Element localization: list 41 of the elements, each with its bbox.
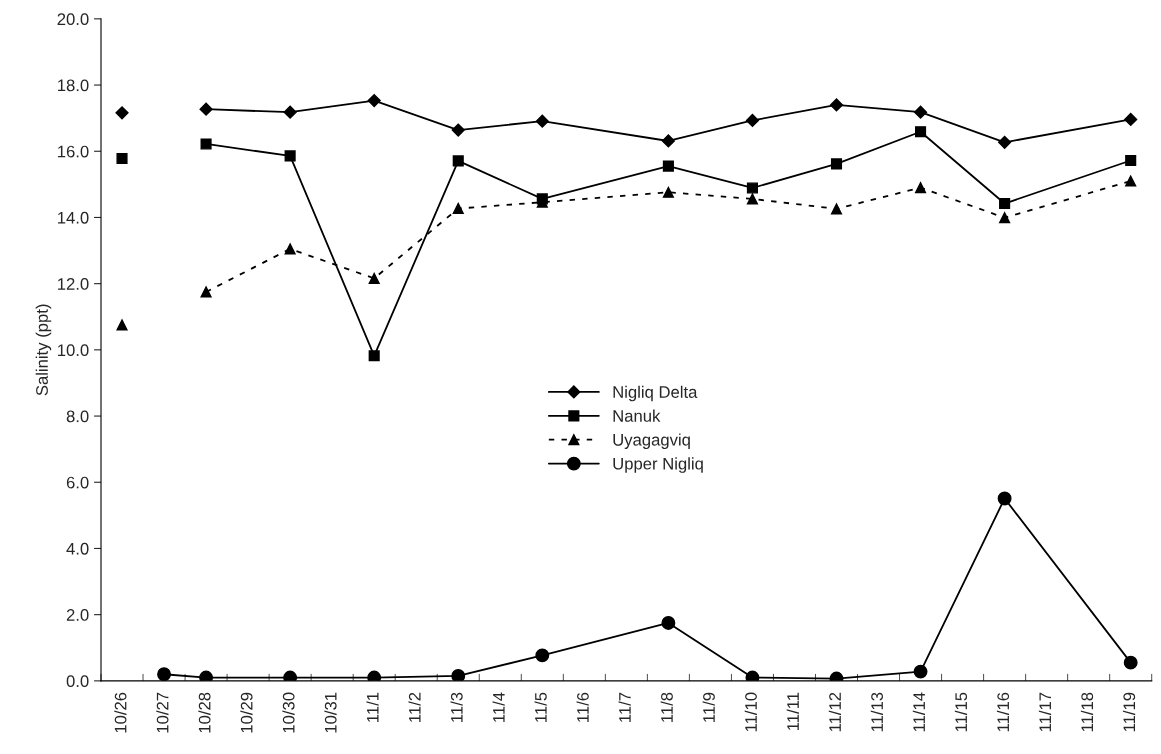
legend-label: Upper Nigliq: [613, 457, 703, 473]
x-tick-label: 11/12: [828, 692, 841, 732]
y-tick-label: 4.0: [66, 542, 89, 555]
y-tick-label: 14.0: [58, 211, 89, 224]
y-axis-title: Salinity (ppt): [35, 304, 52, 396]
y-tick-label: 12.0: [58, 278, 89, 290]
x-tick-label: 11/15: [954, 692, 968, 732]
x-tick-label: 11/1: [366, 692, 379, 722]
y-tick-label: 10.0: [58, 344, 89, 357]
x-tick-label: 11/13: [870, 692, 883, 732]
x-tick-label: 11/9: [702, 692, 715, 722]
x-tick-label: 11/2: [408, 692, 421, 722]
x-tick-label: 11/4: [492, 692, 505, 722]
x-tick-label: 11/8: [660, 692, 673, 722]
x-tick-label: 10/28: [198, 692, 211, 733]
y-tick-label: 6.0: [66, 476, 89, 489]
x-tick-label: 11/19: [1122, 692, 1136, 732]
x-tick-label: 10/31: [324, 692, 337, 733]
x-tick-label: 11/5: [534, 692, 547, 722]
x-tick-label: 11/6: [576, 692, 589, 722]
y-tick-label: 8.0: [66, 410, 89, 423]
x-tick-label: 10/29: [240, 692, 253, 733]
y-tick-label: 0.0: [66, 675, 89, 688]
legend-label: Uyagagviq: [613, 433, 690, 449]
legend-label: Nigliq Delta: [613, 385, 698, 402]
y-tick-label: 16.0: [58, 145, 89, 158]
x-tick-label: 11/3: [450, 692, 463, 722]
y-tick-label: 2.0: [66, 609, 89, 621]
legend-label: Nanuk: [613, 409, 661, 422]
x-tick-label: 10/30: [282, 692, 295, 733]
x-tick-label: 11/14: [912, 692, 926, 732]
x-tick-label: 10/26: [114, 692, 127, 733]
x-tick-label: 10/27: [156, 692, 169, 733]
x-tick-label: 11/16: [996, 692, 1010, 732]
y-tick-label: 18.0: [58, 79, 89, 92]
x-tick-label: 11/11: [786, 692, 799, 730]
x-tick-label: 11/18: [1080, 692, 1094, 732]
x-tick-label: 11/7: [618, 692, 631, 722]
x-tick-label: 11/10: [744, 692, 757, 732]
y-tick-label: 20.0: [57, 13, 89, 26]
x-tick-label: 11/17: [1038, 692, 1052, 732]
